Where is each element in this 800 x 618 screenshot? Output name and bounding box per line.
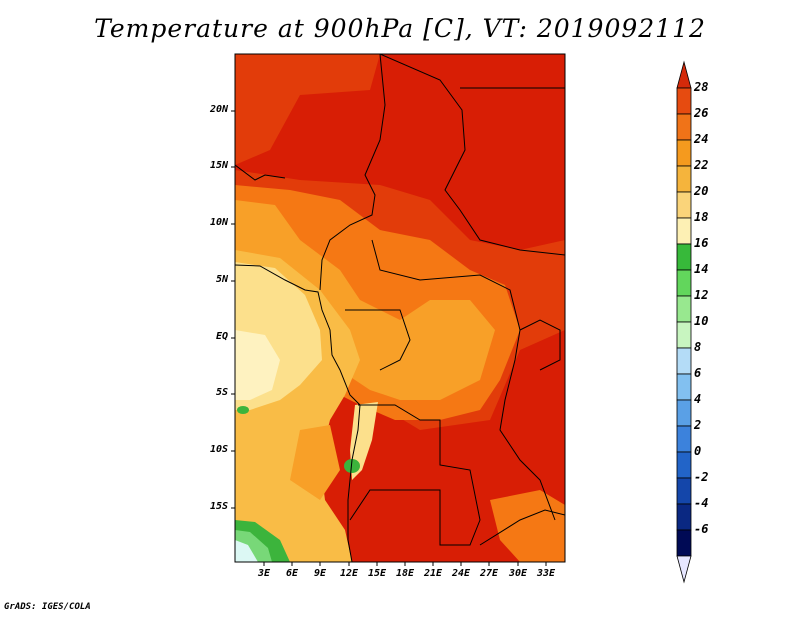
- colorbar-segment: [676, 321, 692, 349]
- lon-label-21e: 21E: [423, 568, 443, 579]
- lat-label-15s: 15S: [209, 501, 228, 512]
- field-amber: [235, 200, 495, 400]
- colorbar-segment: [676, 373, 692, 401]
- colorbar-segment: [676, 217, 692, 245]
- field-pale-cyan: [235, 540, 258, 562]
- colorbar-segment: [676, 87, 692, 115]
- lat-label-15n: 15N: [209, 160, 228, 171]
- colorbar-label-18: 18: [694, 210, 709, 224]
- lat-ticks: [231, 110, 235, 509]
- colorbar-label-6: 6: [694, 366, 702, 380]
- colorbar-segment: [676, 529, 692, 557]
- colorbar-segment: [676, 347, 692, 375]
- colorbar-label-16: 16: [694, 236, 709, 250]
- lat-label-5n: 5N: [215, 274, 228, 285]
- colorbar-label-2: 2: [694, 418, 702, 432]
- map-frame: [234, 53, 566, 563]
- lat-label-eq: EQ: [215, 331, 228, 342]
- colorbar-segment: [676, 139, 692, 167]
- temperature-field: [235, 54, 565, 562]
- colorbar-label-4: 4: [694, 392, 702, 406]
- lon-label-9e: 9E: [313, 568, 327, 579]
- colorbar-label-28: 28: [694, 80, 709, 94]
- lon-label-33e: 33E: [536, 568, 556, 579]
- lon-ticks: [263, 562, 547, 566]
- colorbar-label-24: 24: [694, 132, 709, 146]
- lon-label-18e: 18E: [395, 568, 415, 579]
- field-cream-coast: [350, 402, 378, 480]
- field-orange-south: [490, 490, 565, 562]
- field-amber-south: [290, 425, 340, 500]
- footer-credit: GrADS: IGES/COLA: [4, 602, 91, 612]
- colorbar-segment: [676, 165, 692, 193]
- colorbar-segment: [676, 113, 692, 141]
- colorbar-label-0: 0: [694, 444, 702, 458]
- colorbar-segment: [676, 243, 692, 271]
- borders: [235, 54, 565, 562]
- colorbar-label-neg2: -2: [694, 470, 709, 484]
- lon-label-15e: 15E: [367, 568, 387, 579]
- colorbar-label-neg4: -4: [694, 496, 709, 510]
- colorbar-segment: [676, 477, 692, 505]
- colorbar-segment: [676, 191, 692, 219]
- colorbar-label-26: 26: [694, 106, 709, 120]
- lon-label-3e: 3E: [257, 568, 271, 579]
- colorbar-segment: [676, 269, 692, 297]
- field-green-spot-west: [237, 406, 249, 414]
- colorbar-label-10: 10: [694, 314, 709, 328]
- lon-label-30e: 30E: [508, 568, 528, 579]
- colorbar-segment: [676, 555, 692, 584]
- colorbar-segment: [676, 425, 692, 453]
- colorbar-segment: [676, 503, 692, 531]
- field-red-orange-north: [235, 54, 380, 165]
- colorbar-label-neg6: -6: [694, 522, 709, 536]
- colorbar-label-22: 22: [694, 158, 709, 172]
- field-green-spot: [344, 459, 360, 473]
- colorbar-label-8: 8: [694, 340, 702, 354]
- chart-title: Temperature at 900hPa [C], VT: 201909211…: [94, 14, 706, 43]
- colorbar-segment: [676, 295, 692, 323]
- colorbar-segment: [676, 451, 692, 479]
- lat-label-5s: 5S: [215, 387, 228, 398]
- lat-label-10s: 10S: [209, 444, 228, 455]
- colorbar-label-20: 20: [694, 184, 709, 198]
- lat-label-10n: 10N: [209, 217, 228, 228]
- lon-label-27e: 27E: [479, 568, 499, 579]
- field-cream: [235, 330, 280, 400]
- colorbar-label-12: 12: [694, 288, 709, 302]
- colorbar-label-14: 14: [694, 262, 709, 276]
- colorbar-segment: [676, 60, 692, 89]
- lon-label-24e: 24E: [451, 568, 471, 579]
- colorbar-segment: [676, 399, 692, 427]
- lon-label-12e: 12E: [339, 568, 359, 579]
- lon-label-6e: 6E: [285, 568, 299, 579]
- lat-label-20n: 20N: [209, 104, 228, 115]
